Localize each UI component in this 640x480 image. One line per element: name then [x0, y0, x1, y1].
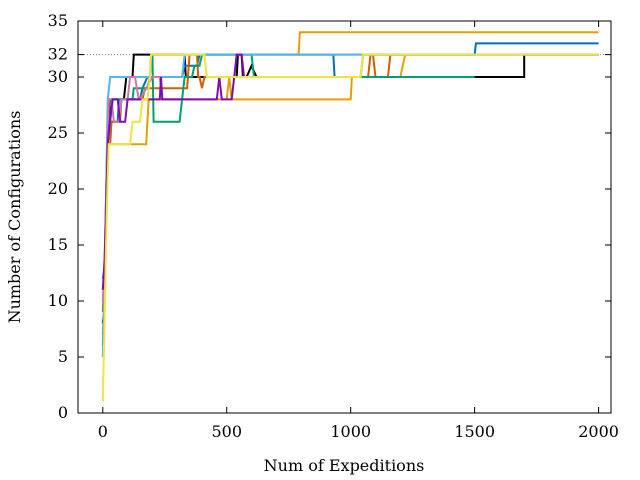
plot-frame [77, 20, 612, 414]
y-axis-ticks: 0 5 10 15 20 25 30 32 35 [48, 11, 611, 422]
x-axis-label: Num of Expeditions [264, 456, 425, 475]
y-tick-label: 15 [48, 235, 68, 254]
x-tick-label: 0 [98, 422, 108, 441]
series-layer [101, 31, 599, 402]
x-tick-label: 500 [211, 422, 242, 441]
x-tick-label: 1500 [454, 422, 495, 441]
y-tick-label: 5 [58, 347, 68, 366]
y-tick-label: 20 [48, 179, 68, 198]
y-tick-label: 0 [58, 403, 68, 422]
x-axis-ticks: 0 500 1000 1500 2000 [98, 21, 619, 441]
y-axis-label: Number of Configurations [5, 111, 24, 324]
series-line-9 [101, 53, 599, 402]
y-tick-label: 10 [48, 291, 68, 310]
y-tick-label: 35 [48, 11, 68, 30]
y-tick-label: 30 [48, 67, 68, 86]
x-tick-label: 2000 [578, 422, 619, 441]
series-line-8 [101, 53, 252, 290]
y-tick-label: 25 [48, 123, 68, 142]
y-tick-label: 32 [48, 45, 68, 64]
plot-area [78, 21, 611, 413]
x-tick-label: 1000 [330, 422, 371, 441]
